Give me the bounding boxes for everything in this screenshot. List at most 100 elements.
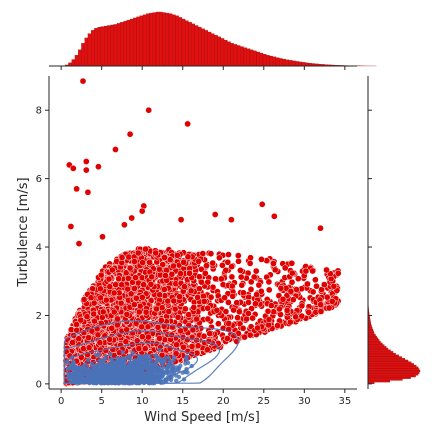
kde-density-point <box>145 378 150 383</box>
scatter-point <box>265 316 273 323</box>
right-histogram-bar <box>367 366 419 369</box>
top-histogram-bar <box>133 17 137 67</box>
kde-density-point <box>135 380 141 385</box>
scatter-outlier-point <box>69 165 77 172</box>
kde-density-point <box>115 356 120 361</box>
kde-density-point <box>180 370 185 375</box>
top-histogram-bar <box>279 58 283 67</box>
top-histogram-bar <box>243 47 247 67</box>
scatter-point <box>159 261 167 268</box>
top-histogram-bar <box>97 26 101 67</box>
scatter-point <box>323 293 331 301</box>
scatter-point <box>118 281 125 289</box>
scatter-point <box>215 320 222 328</box>
scatter-point <box>130 301 138 308</box>
scatter-point <box>265 321 272 329</box>
scatter-point <box>195 258 202 265</box>
scatter-point <box>136 302 144 310</box>
scatter-outlier-point <box>138 207 146 215</box>
right-histogram-bar <box>367 364 417 367</box>
top-histogram-bar <box>298 61 303 67</box>
top-histogram-bar <box>152 12 157 67</box>
scatter-point <box>240 289 247 297</box>
scatter-point <box>247 254 254 262</box>
scatter-outlier-point <box>317 224 324 232</box>
kde-density-point <box>135 370 140 376</box>
kde-density-point <box>104 369 109 375</box>
kde-density-point <box>104 379 109 384</box>
kde-density-point <box>76 380 82 386</box>
scatter-point <box>123 311 131 318</box>
kde-density-point <box>69 373 75 378</box>
scatter-point <box>173 251 181 259</box>
right-histogram-bar <box>367 373 419 376</box>
scatter-point <box>96 339 104 347</box>
top-histogram-bar <box>233 44 238 67</box>
kde-density-point <box>154 369 159 374</box>
scatter-point <box>228 282 236 290</box>
scatter-point <box>276 305 283 313</box>
scatter-point <box>238 281 246 289</box>
scatter-point <box>277 284 285 292</box>
top-histogram-bar <box>159 11 163 67</box>
top-histogram-bar <box>175 15 179 67</box>
scatter-point <box>181 283 188 291</box>
kde-density-point <box>185 370 190 375</box>
kde-density-point <box>109 357 115 362</box>
scatter-outlier-point <box>79 77 87 85</box>
right-histogram-bar <box>367 375 416 378</box>
kde-density-point <box>94 353 99 358</box>
scatter-point <box>140 281 148 288</box>
kde-density-point <box>112 380 117 386</box>
top-histogram-bar <box>227 41 231 67</box>
right-histogram-bar <box>367 359 409 362</box>
scatter-point <box>99 308 107 316</box>
right-histogram-bar <box>367 352 396 355</box>
scatter-point <box>185 311 193 318</box>
top-histogram-bar <box>165 12 170 67</box>
kde-density-point <box>172 368 178 373</box>
scatter-point <box>246 260 254 267</box>
y-tick-label: 2 <box>36 311 42 322</box>
scatter-point <box>97 294 104 302</box>
scatter-point <box>102 296 110 304</box>
kde-density-point <box>65 366 71 371</box>
scatter-point <box>245 299 252 306</box>
scatter-outlier-point <box>177 216 185 224</box>
kde-density-point <box>86 357 91 363</box>
top-histogram-bar <box>301 62 306 67</box>
kde-density-point <box>166 362 171 367</box>
kde-density-point <box>97 374 102 379</box>
right-histogram-bar <box>367 337 379 340</box>
scatter-point <box>309 288 317 296</box>
scatter-point <box>230 332 238 340</box>
kde-density-point <box>108 368 114 374</box>
scatter-point <box>112 281 120 289</box>
scatter-point <box>144 323 152 331</box>
top-histogram-bar <box>139 15 144 67</box>
kde-density-point <box>106 374 111 380</box>
scatter-point <box>292 313 299 321</box>
scatter-point <box>126 264 134 272</box>
top-histogram-bar <box>272 56 277 67</box>
right-histogram-bar <box>367 376 411 379</box>
kde-density-point <box>141 379 146 385</box>
kde-density-point <box>73 369 79 374</box>
scatter-point <box>304 280 311 288</box>
kde-density-point <box>156 356 162 362</box>
scatter-point <box>200 332 208 340</box>
y-tick-label: 6 <box>36 174 42 185</box>
scatter-outlier-point <box>211 211 219 218</box>
scatter-point <box>204 346 211 354</box>
top-histogram-bar <box>71 59 76 67</box>
scatter-point <box>160 286 168 293</box>
kde-density-point <box>69 355 75 360</box>
scatter-point <box>213 306 221 314</box>
scatter-point <box>97 285 104 293</box>
scatter-point <box>105 275 113 283</box>
y-axis-label: Turbulence [m/s] <box>16 177 31 287</box>
scatter-point <box>194 294 201 301</box>
scatter-point <box>313 282 320 290</box>
scatter-point <box>186 269 193 277</box>
